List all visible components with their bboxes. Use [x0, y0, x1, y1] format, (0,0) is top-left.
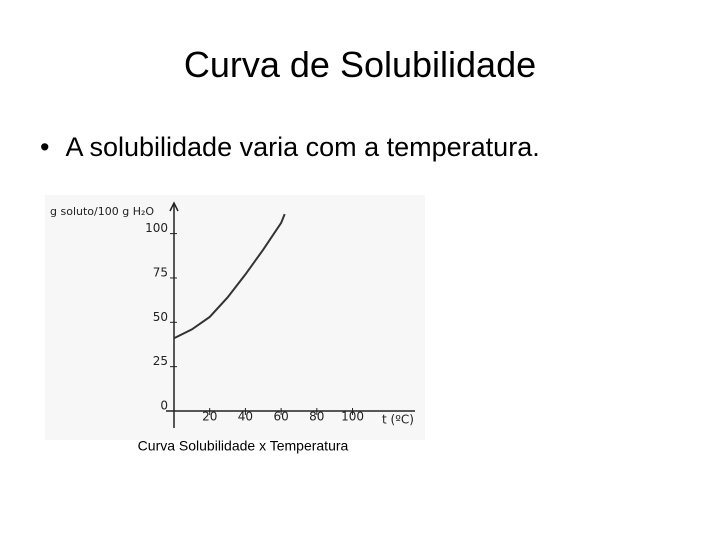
chart-caption: Curva Solubilidade x Temperatura: [138, 438, 349, 454]
x-tick-label: 100: [341, 410, 364, 424]
y-tick-label: 50: [153, 310, 168, 324]
x-tick-label: 20: [202, 410, 217, 424]
x-tick-label: 80: [309, 410, 324, 424]
slide-title: Curva de Solubilidade: [183, 44, 537, 85]
bullet-text: A solubilidade varia com a temperatura.: [40, 132, 539, 163]
chart-background: [45, 195, 425, 440]
x-tick-label: 40: [238, 410, 253, 424]
y-axis-arrow: [169, 201, 179, 212]
y-axis-label: g soluto/100 g H₂O: [50, 205, 154, 218]
x-axis-label: t (ºC): [382, 413, 414, 427]
y-tick-label: 100: [145, 221, 168, 235]
y-tick-label: 75: [153, 265, 168, 279]
data-line: [173, 213, 286, 340]
y-tick-label: 25: [153, 354, 168, 368]
x-tick-label: 60: [273, 410, 288, 424]
y-tick-label: 0: [160, 399, 168, 413]
